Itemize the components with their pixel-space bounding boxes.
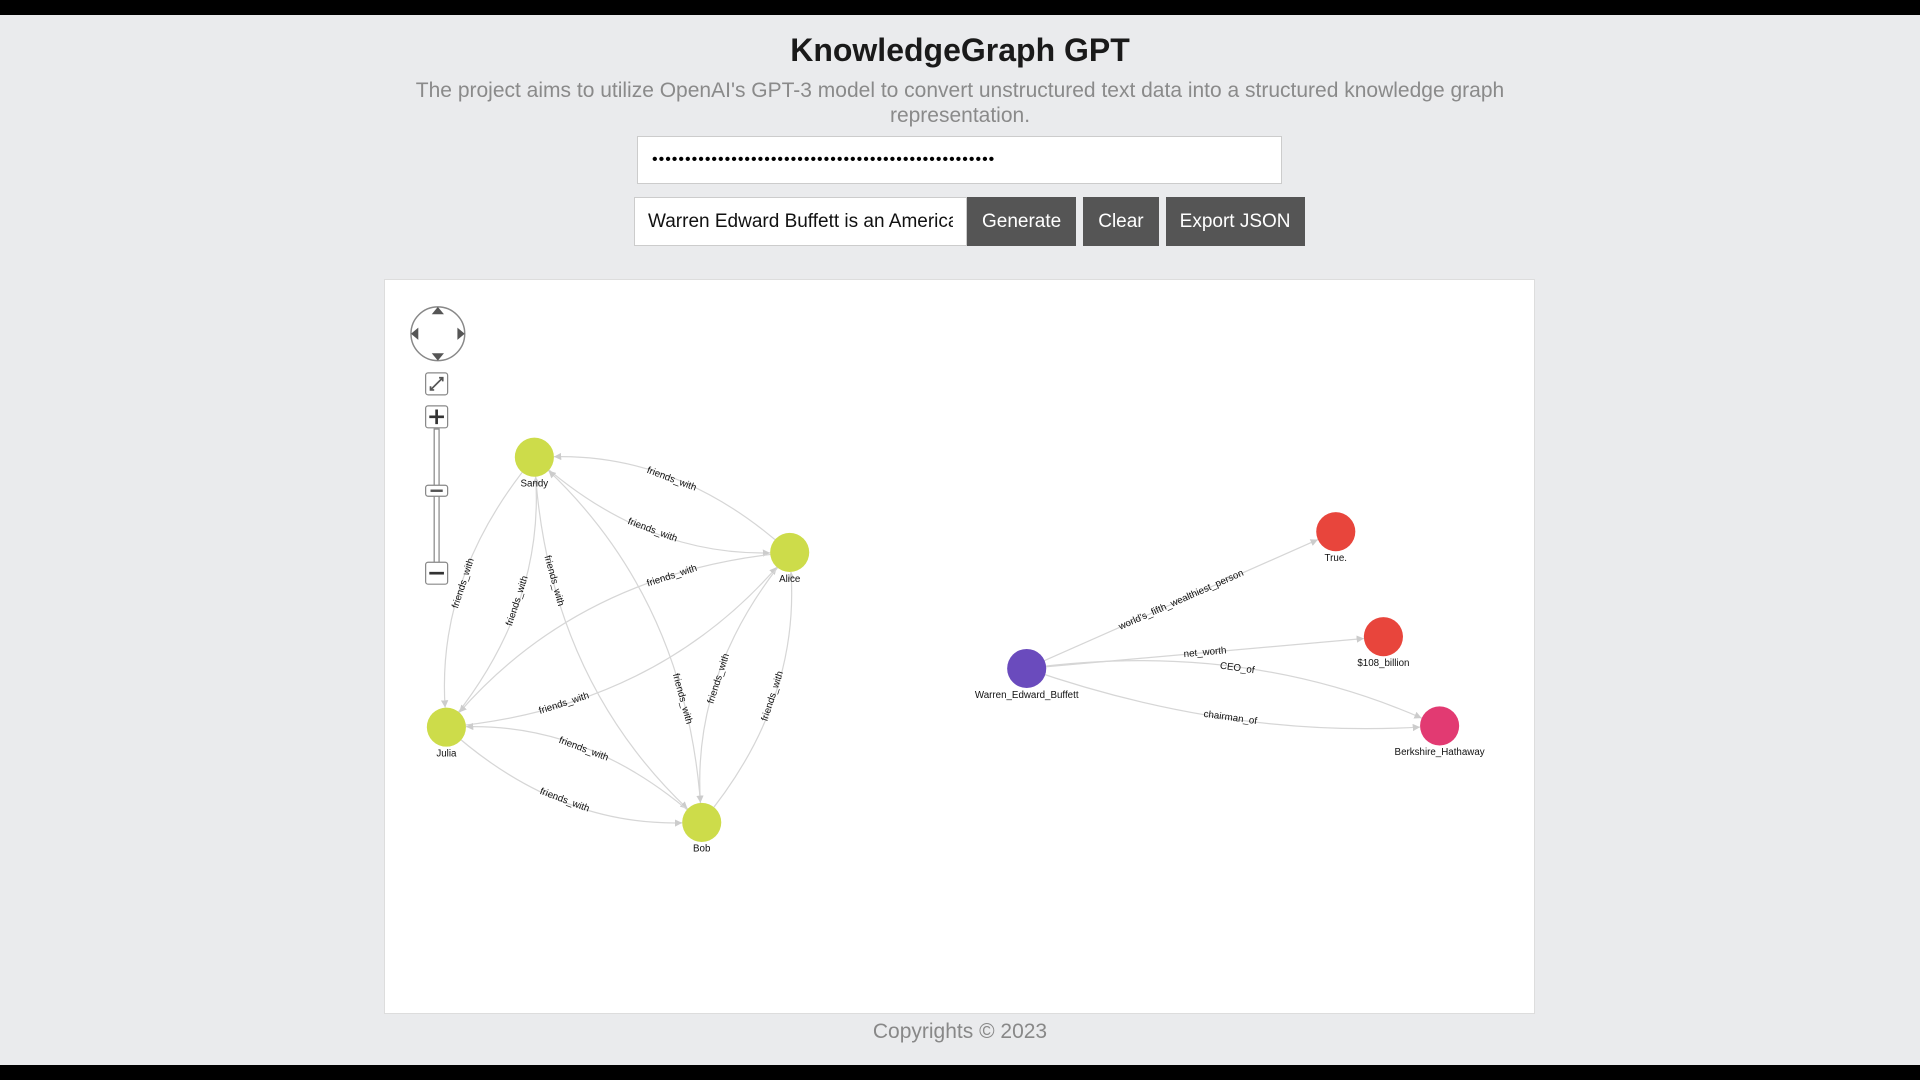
edge[interactable] [548, 470, 703, 823]
node-label: Bob [693, 844, 711, 855]
edge[interactable] [446, 566, 778, 728]
edge-label: friends_with [542, 554, 567, 607]
node-circle[interactable] [1363, 617, 1403, 657]
bottom-bar [0, 1065, 1920, 1080]
edge[interactable] [440, 456, 535, 708]
edge-label: friends_with [705, 652, 732, 705]
edge[interactable] [533, 457, 688, 810]
edge-label: friends_with [538, 690, 591, 716]
edge-label: friends_with [626, 516, 679, 545]
node-label: $108_billion [1357, 658, 1409, 669]
zoom-in-button[interactable] [425, 405, 449, 429]
edge[interactable] [1026, 539, 1319, 670]
node-label: Sandy [521, 478, 549, 489]
graph-node[interactable]: Alice [770, 532, 810, 585]
edge-label: friends_with [538, 786, 591, 815]
graph-node[interactable]: Sandy [514, 437, 554, 490]
node-label: True. [1325, 553, 1347, 564]
edge[interactable] [458, 551, 790, 713]
page-title: KnowledgeGraph GPT [790, 32, 1130, 68]
edge-label: world's_fifth_wealthiest_person [1116, 568, 1245, 633]
graph-node[interactable]: Julia [426, 707, 466, 760]
pan-up-icon[interactable] [431, 306, 444, 315]
edge[interactable] [696, 552, 791, 803]
edge-label: friends_with [504, 574, 531, 627]
edge[interactable] [445, 476, 540, 728]
api-key-input[interactable] [637, 136, 1282, 184]
zoom-out-button[interactable] [425, 561, 449, 585]
edge-label: friends_with [670, 672, 695, 725]
top-bar [0, 0, 1920, 15]
node-circle[interactable] [1007, 648, 1047, 689]
node-circle[interactable] [1420, 706, 1460, 746]
edge[interactable] [701, 571, 796, 823]
text-input[interactable] [634, 197, 967, 246]
node-label: Julia [436, 748, 457, 759]
node-label: Alice [779, 574, 800, 585]
edge[interactable] [553, 452, 791, 553]
edge-label: chairman_of [1203, 709, 1258, 727]
node-circle[interactable] [1316, 512, 1356, 552]
generate-button[interactable]: Generate [967, 197, 1077, 246]
edge-label: friends_with [759, 670, 786, 723]
footer-copyright: Copyrights © 2023 [872, 1020, 1048, 1043]
graph-node[interactable]: Bob [682, 802, 722, 855]
edge-label: net_worth [1183, 645, 1227, 660]
clear-button[interactable]: Clear [1083, 197, 1159, 246]
edge[interactable] [445, 726, 683, 827]
edge-label: friends_with [557, 735, 610, 764]
export-json-button[interactable]: Export JSON [1165, 197, 1305, 246]
node-circle[interactable] [770, 532, 810, 572]
node-label: Berkshire_Hathaway [1395, 747, 1485, 758]
zoom-slider-handle[interactable] [425, 484, 449, 497]
zoom-slider-track[interactable] [433, 428, 440, 574]
node-circle[interactable] [514, 437, 554, 477]
edge-label: CEO_of [1219, 661, 1255, 677]
node-circle[interactable] [426, 707, 466, 747]
page-subtitle: The project aims to utilize OpenAI's GPT… [415, 79, 1505, 127]
pan-right-icon[interactable] [457, 327, 465, 340]
node-circle[interactable] [682, 802, 722, 842]
edge-label: friends_with [450, 557, 477, 610]
navigation-pad[interactable] [410, 306, 466, 362]
fit-view-button[interactable] [425, 372, 449, 396]
edge[interactable] [465, 722, 703, 823]
node-label: Warren_Edward_Buffett [975, 690, 1079, 701]
edge[interactable] [1026, 635, 1365, 670]
edge[interactable] [1026, 667, 1421, 732]
edge-label: friends_with [646, 563, 699, 589]
graph-node[interactable]: Warren_Edward_Buffett [975, 648, 1079, 701]
edge[interactable] [1026, 660, 1422, 719]
controls-row: Generate Clear Export JSON [634, 197, 1305, 246]
graph-node[interactable]: $108_billion [1357, 617, 1409, 669]
pan-left-icon[interactable] [410, 327, 419, 340]
pan-down-icon[interactable] [431, 353, 444, 361]
edge-label: friends_with [645, 465, 698, 494]
graph-node[interactable]: True. [1316, 512, 1356, 564]
plus-icon [429, 409, 444, 425]
graph-node[interactable]: Berkshire_Hathaway [1395, 706, 1485, 758]
graph-panel[interactable]: friends_with friends_with friends_with frie… [384, 279, 1535, 1014]
edge[interactable] [533, 456, 771, 557]
expand-icon [429, 376, 444, 391]
